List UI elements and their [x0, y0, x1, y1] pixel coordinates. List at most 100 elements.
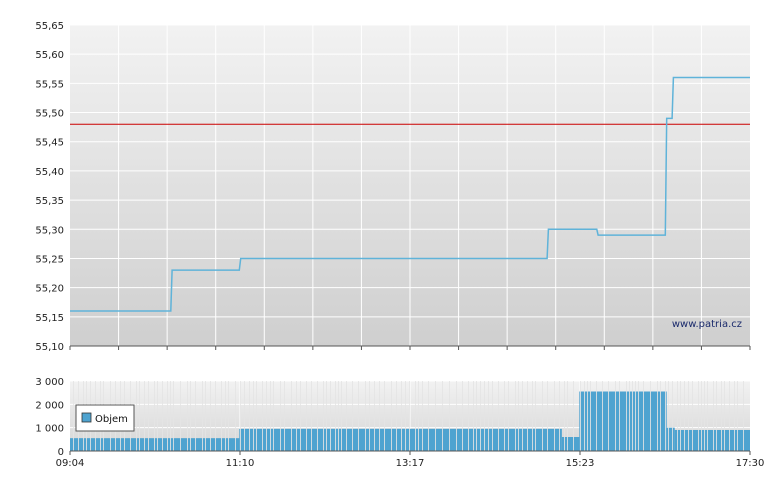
volume-gap [602, 381, 603, 451]
volume-gap [721, 381, 722, 451]
volume-gap [518, 381, 519, 451]
volume-gap [215, 381, 216, 451]
volume-gap [139, 381, 140, 451]
volume-gap [249, 381, 250, 451]
volume-gap [629, 381, 630, 451]
volume-gap [724, 381, 725, 451]
watermark: www.patria.cz [672, 319, 742, 330]
price-y-tick-label: 55,45 [35, 138, 64, 149]
volume-gap [418, 381, 419, 451]
volume-gap [587, 381, 588, 451]
legend: Objem [75, 404, 135, 432]
volume-gap [379, 381, 380, 451]
volume-gap [596, 381, 597, 451]
volume-y-tick-label: 1 000 [35, 424, 64, 435]
x-tick-label: 11:10 [226, 458, 255, 469]
volume-gap [584, 381, 585, 451]
x-tick-label: 13:17 [396, 458, 425, 469]
volume-gap [668, 381, 669, 451]
volume-gap [205, 381, 206, 451]
volume-gap [428, 381, 429, 451]
volume-gap [619, 381, 620, 451]
price-y-tick-label: 55,25 [35, 254, 64, 265]
volume-gap [737, 381, 738, 451]
volume-gap [743, 381, 744, 451]
price-y-tick-label: 55,35 [35, 196, 64, 207]
volume-gap [522, 381, 523, 451]
volume-gap [270, 381, 271, 451]
volume-gap [317, 381, 318, 451]
price-y-tick-label: 55,50 [35, 109, 64, 120]
volume-gap [643, 381, 644, 451]
volume-gap [660, 381, 661, 451]
volume-gap [256, 381, 257, 451]
volume-gap [341, 381, 342, 451]
price-line [70, 76, 750, 312]
volume-gap [488, 381, 489, 451]
volume-gap [162, 381, 163, 451]
price-panel: 55,10 55,15 55,20 55,25 55,30 55,35 55,40 55,45… [35, 21, 751, 353]
volume-gap [547, 381, 548, 451]
volume-gap [532, 381, 533, 451]
volume-gap [456, 381, 457, 451]
volume-gap [638, 381, 639, 451]
volume-gap [73, 381, 74, 451]
volume-gap [734, 381, 735, 451]
volume-gap [473, 381, 474, 451]
volume-gap [266, 381, 267, 451]
volume-gap [567, 381, 568, 451]
volume-gap [590, 381, 591, 451]
price-y-tick-label: 55,55 [35, 79, 64, 90]
volume-gap [240, 381, 241, 451]
volume-bar [239, 428, 562, 451]
price-y-tick-label: 55,20 [35, 284, 64, 295]
volume-gap [296, 381, 297, 451]
volume-gap [527, 381, 528, 451]
volume-gap [335, 381, 336, 451]
volume-y-tick-label: 3 000 [35, 377, 64, 388]
volume-gap [173, 381, 174, 451]
volume-gap [195, 381, 196, 451]
volume-gap [323, 381, 324, 451]
price-y-tick-label: 55,10 [35, 342, 64, 353]
volume-gap [358, 381, 359, 451]
volume-gap [559, 381, 560, 451]
volume-gap [391, 381, 392, 451]
volume-gap [405, 381, 406, 451]
volume-y-axis-labels: 0 1 000 2 000 3 000 [35, 377, 64, 458]
volume-gap [401, 381, 402, 451]
volume-gap [374, 381, 375, 451]
volume-bar [579, 391, 667, 451]
volume-bar [674, 430, 750, 451]
volume-gap [330, 381, 331, 451]
volume-gap [729, 381, 730, 451]
volume-gap [306, 381, 307, 451]
volume-gap [210, 381, 211, 451]
volume-bar [666, 427, 675, 451]
volume-gap [422, 381, 423, 451]
x-tick-label: 15:23 [566, 458, 595, 469]
volume-gap [262, 381, 263, 451]
volume-gap [573, 381, 574, 451]
volume-gap [365, 381, 366, 451]
volume-gap [684, 381, 685, 451]
volume-gap [415, 381, 416, 451]
volume-gap [542, 381, 543, 451]
volume-gap [635, 381, 636, 451]
volume-gap [657, 381, 658, 451]
volume-gap [221, 381, 222, 451]
volume-gap [692, 381, 693, 451]
volume-gap [508, 381, 509, 451]
volume-gap [170, 381, 171, 451]
volume-gap [384, 381, 385, 451]
volume-gap [136, 381, 137, 451]
volume-gap [280, 381, 281, 451]
volume-gap [154, 381, 155, 451]
volume-bars [70, 381, 750, 451]
volume-gap [492, 381, 493, 451]
volume-gap [677, 381, 678, 451]
volume-gap [369, 381, 370, 451]
volume-gap [688, 381, 689, 451]
volume-gap [148, 381, 149, 451]
